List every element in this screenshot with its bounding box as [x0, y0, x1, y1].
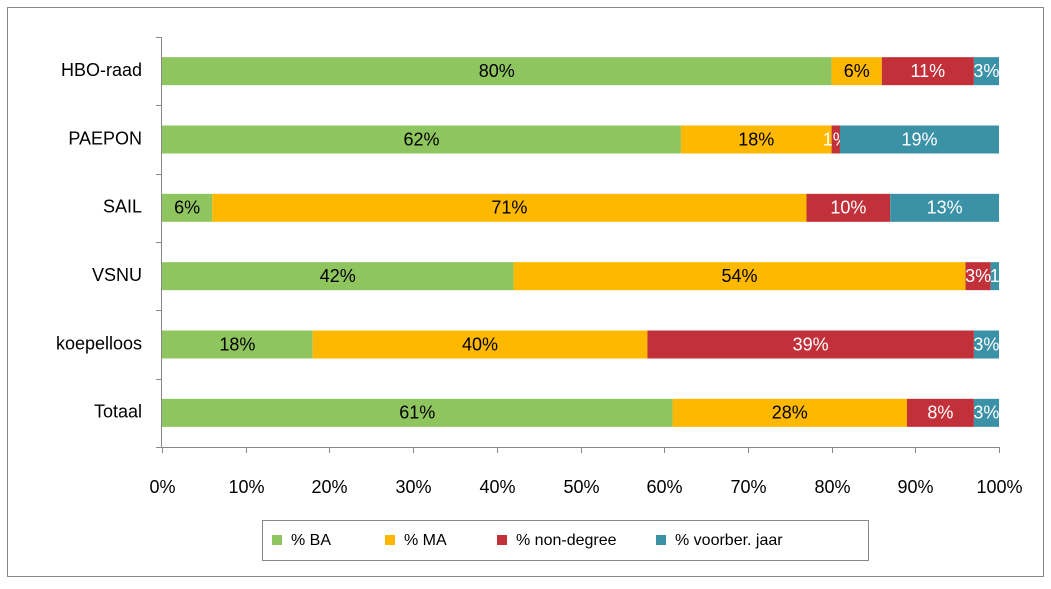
y-tick-label: HBO-raad: [61, 60, 142, 80]
bar-segment: [973, 330, 999, 359]
data-label: 6%: [174, 198, 200, 218]
legend-label: % non-degree: [516, 532, 617, 549]
bar-segment: [672, 398, 907, 427]
data-label: 10%: [830, 198, 866, 218]
data-label: 3%: [973, 403, 999, 423]
data-label: 13%: [927, 198, 963, 218]
bar-segment: [162, 193, 213, 222]
data-label: 1: [990, 266, 1000, 286]
data-label: 28%: [772, 403, 808, 423]
data-label: 19%: [901, 129, 937, 149]
x-tick-label: 20%: [311, 477, 347, 497]
data-label: 40%: [462, 334, 498, 354]
data-label: 54%: [722, 266, 758, 286]
bar-segment: [513, 262, 966, 291]
bar-segment: [647, 330, 974, 359]
x-tick-label: 0%: [149, 477, 175, 497]
bar-segment: [831, 125, 840, 154]
y-tick-label: VSNU: [92, 265, 142, 285]
y-tick-label: PAEPON: [68, 128, 142, 148]
bar-segment: [973, 398, 999, 427]
data-label: 61%: [399, 403, 435, 423]
y-tick-label: Totaal: [94, 402, 142, 422]
bar-segment: [212, 193, 807, 222]
legend-label: % voorber. jaar: [675, 532, 783, 549]
bar-segment: [162, 398, 673, 427]
data-label: 80%: [479, 61, 515, 81]
bar-segment: [680, 125, 832, 154]
data-label: 71%: [491, 198, 527, 218]
data-label: 11%: [911, 61, 946, 81]
legend-swatch: [656, 535, 666, 545]
bar-segment: [162, 57, 832, 86]
x-tick-label: 60%: [646, 477, 682, 497]
x-tick-label: 40%: [479, 477, 515, 497]
x-tick-label: 10%: [228, 477, 264, 497]
legend-swatch: [272, 535, 282, 545]
bar-segment: [162, 330, 313, 359]
data-label: 3%: [965, 266, 991, 286]
legend-label: % MA: [404, 532, 447, 549]
x-tick-label: 90%: [897, 477, 933, 497]
legend-label: % BA: [291, 532, 331, 549]
y-tick-label: SAIL: [103, 197, 142, 217]
data-label: 3%: [973, 61, 999, 81]
data-label: 8%: [927, 403, 953, 423]
bar-segment: [965, 262, 991, 291]
x-tick-label: 30%: [395, 477, 431, 497]
bar-segment: [162, 125, 681, 154]
bar-segment: [839, 125, 999, 154]
data-label: 18%: [738, 129, 774, 149]
data-label: 18%: [219, 334, 255, 354]
bar-segment: [906, 398, 974, 427]
x-tick-label: 80%: [814, 477, 850, 497]
bar-segment: [973, 57, 999, 86]
chart-border: [7, 7, 1044, 577]
data-label: 42%: [320, 266, 356, 286]
legend-box: [262, 520, 869, 561]
bar-segment: [312, 330, 648, 359]
data-label: 62%: [403, 129, 439, 149]
bar-segment: [890, 193, 999, 222]
bar-segment: [881, 57, 974, 86]
data-label: 6%: [844, 61, 870, 81]
x-tick-label: 100%: [976, 477, 1022, 497]
data-label: 39%: [793, 334, 829, 354]
bar-segment: [806, 193, 891, 222]
y-tick-label: koepelloos: [56, 333, 142, 353]
x-tick-label: 70%: [730, 477, 766, 497]
bar-segment: [990, 262, 999, 291]
bar-segment: [162, 262, 514, 291]
data-label: 3%: [973, 334, 999, 354]
bar-segment: [831, 57, 882, 86]
x-tick-label: 50%: [563, 477, 599, 497]
legend-swatch: [497, 535, 507, 545]
legend-swatch: [385, 535, 395, 545]
